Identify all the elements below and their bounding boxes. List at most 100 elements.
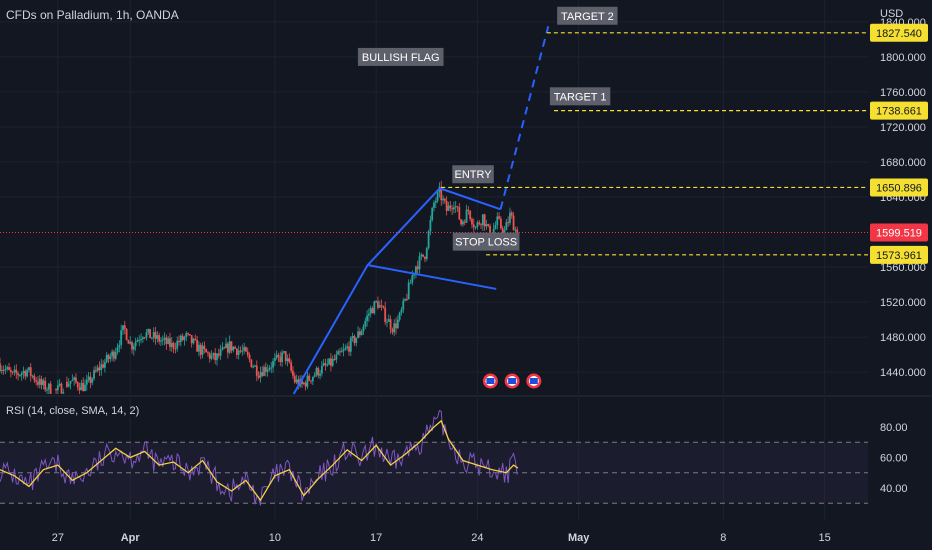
- candle-body: [181, 335, 184, 341]
- candle-body: [326, 364, 329, 366]
- candle-body: [118, 344, 121, 348]
- level-name-label-box: [452, 232, 520, 251]
- candle-body: [26, 370, 29, 377]
- candle-body: [87, 376, 90, 380]
- candle-body: [132, 346, 135, 350]
- candle-body: [183, 337, 186, 341]
- candle-body: [254, 365, 256, 367]
- candle-body: [384, 307, 387, 322]
- candle-body: [496, 216, 499, 226]
- candle-body: [82, 382, 85, 392]
- candle-body: [378, 305, 381, 308]
- candle-body: [138, 340, 141, 342]
- candle-body: [483, 214, 486, 227]
- candle-body: [415, 266, 417, 274]
- candle-body: [480, 224, 482, 226]
- y-tick-label: 1800.000: [880, 52, 926, 64]
- candle-body: [20, 373, 23, 376]
- x-tick-label: 8: [720, 532, 726, 544]
- trade-levels: [0, 32, 868, 256]
- pattern-label-box: [357, 47, 444, 66]
- candle-body: [203, 345, 206, 350]
- candle-body: [431, 207, 434, 221]
- x-tick-label: 10: [269, 532, 281, 544]
- candle-body: [123, 325, 126, 329]
- candle-body: [107, 354, 110, 360]
- candle-body: [134, 341, 137, 347]
- level-name-label-box: [549, 87, 611, 106]
- candle-body: [360, 331, 363, 336]
- candle-body: [250, 359, 253, 368]
- y-tick-label: 1560.000: [880, 262, 926, 274]
- candle-body: [449, 205, 452, 209]
- candle-body: [84, 384, 86, 392]
- candle-body: [161, 339, 164, 341]
- candle-body: [103, 362, 106, 368]
- candle-body: [474, 226, 477, 228]
- pattern-label: BULLISH FLAG: [362, 52, 440, 64]
- candle-body: [76, 382, 79, 388]
- candle-body: [478, 222, 481, 225]
- candle-body: [485, 224, 488, 227]
- candle-body: [4, 368, 7, 371]
- candle-body: [241, 350, 244, 352]
- candle-body: [196, 339, 199, 352]
- candle-body: [353, 336, 356, 343]
- candle-body: [465, 209, 468, 223]
- candle-body: [427, 231, 430, 249]
- candle-body: [272, 361, 274, 368]
- candle-body: [283, 351, 285, 353]
- candle-body: [141, 337, 144, 340]
- candle-body: [78, 387, 81, 391]
- candle-body: [492, 228, 495, 237]
- candle-body: [373, 301, 376, 314]
- level-price-label: 1738.661: [876, 106, 922, 118]
- candle-body: [9, 370, 12, 372]
- candle-body: [342, 349, 345, 352]
- candle-body: [22, 370, 25, 374]
- candle-body: [120, 330, 123, 345]
- candle-body: [358, 331, 361, 336]
- candle-body: [80, 382, 83, 391]
- candle-body: [255, 365, 258, 376]
- candle-body: [462, 221, 464, 225]
- candle-body: [122, 325, 124, 331]
- candle-body: [174, 348, 177, 350]
- candle-body: [219, 349, 222, 356]
- candle-body: [28, 367, 30, 371]
- candle-body: [66, 381, 68, 387]
- candle-body: [292, 370, 294, 376]
- level-name-label-box: [452, 165, 494, 184]
- candle-body: [509, 212, 511, 223]
- candle-body: [393, 323, 396, 333]
- candle-body: [216, 353, 218, 361]
- candle-body: [44, 380, 47, 390]
- candle-body: [98, 367, 101, 371]
- candle-body: [369, 308, 372, 314]
- candle-body: [512, 215, 515, 231]
- candle-body: [434, 200, 437, 203]
- candle-body: [201, 345, 204, 355]
- candle-body: [452, 207, 455, 210]
- rsi-tick-label: 80.00: [880, 422, 908, 434]
- candle-body: [405, 299, 408, 301]
- rsi-pane: [0, 410, 868, 506]
- flag-upper-line: [439, 187, 501, 211]
- candle-body: [96, 367, 99, 372]
- chart-grid: [0, 0, 932, 520]
- candle-body: [140, 339, 142, 341]
- candle-body: [62, 392, 65, 394]
- candle-body: [463, 221, 466, 223]
- candle-body: [11, 371, 14, 373]
- candle-body: [445, 200, 448, 211]
- candle-body: [165, 337, 168, 344]
- candle-body: [58, 383, 61, 386]
- candle-body: [458, 207, 461, 220]
- candle-body: [460, 219, 463, 225]
- candle-body: [389, 319, 392, 330]
- candle-body: [404, 299, 406, 301]
- candle-body: [277, 354, 280, 357]
- candle-body: [264, 367, 267, 372]
- level-name-label: TARGET 2: [561, 11, 614, 23]
